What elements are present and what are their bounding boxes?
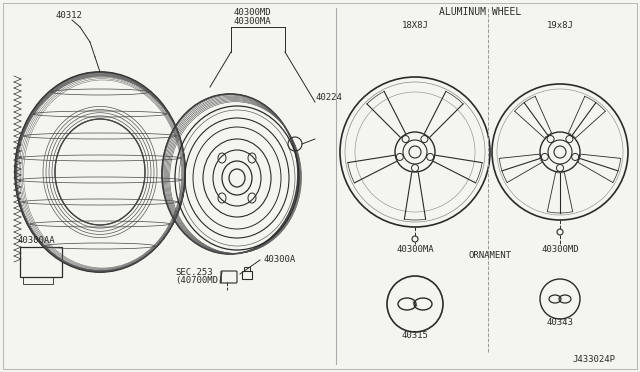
Text: 40300A: 40300A xyxy=(263,255,295,264)
Bar xyxy=(20,247,62,277)
Text: 18X8J: 18X8J xyxy=(401,21,428,30)
Text: ORNAMENT: ORNAMENT xyxy=(468,251,511,260)
Text: J433024P: J433024P xyxy=(572,355,615,364)
Text: SEC.253: SEC.253 xyxy=(175,268,212,277)
Text: 40315: 40315 xyxy=(401,331,428,340)
Text: 40300MD: 40300MD xyxy=(541,245,579,254)
Text: 40300AA: 40300AA xyxy=(18,236,56,245)
Text: 40224: 40224 xyxy=(315,93,342,102)
Text: ALUMINUM WHEEL: ALUMINUM WHEEL xyxy=(439,7,521,17)
Text: 40300MD: 40300MD xyxy=(233,8,271,17)
Text: 19x8J: 19x8J xyxy=(547,21,573,30)
Text: 40300MA: 40300MA xyxy=(396,245,434,254)
Text: 40312: 40312 xyxy=(55,11,82,20)
Bar xyxy=(244,267,250,271)
Bar xyxy=(23,277,53,284)
Text: 40343: 40343 xyxy=(547,318,573,327)
Bar xyxy=(242,271,252,279)
Text: 40300MA: 40300MA xyxy=(233,17,271,26)
Text: (40700MD): (40700MD) xyxy=(175,276,223,285)
